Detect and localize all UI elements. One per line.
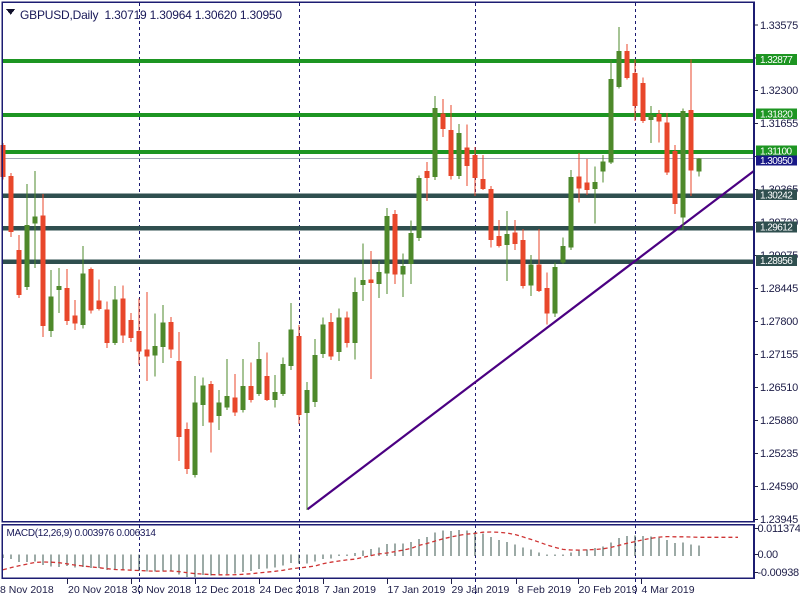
svg-text:20 Nov 2018: 20 Nov 2018 xyxy=(68,584,128,596)
svg-text:1.32300: 1.32300 xyxy=(760,85,798,97)
svg-text:1.31655: 1.31655 xyxy=(760,118,798,130)
svg-text:-0.00938: -0.00938 xyxy=(758,567,800,579)
svg-text:GBPUSD,Daily 1.30719 1.30964: GBPUSD,Daily 1.30719 1.30964 1.30620 1.3… xyxy=(20,8,282,22)
svg-text:17 Jan 2019: 17 Jan 2019 xyxy=(388,584,446,596)
svg-text:1.25880: 1.25880 xyxy=(760,415,798,427)
svg-text:20 Feb 2019: 20 Feb 2019 xyxy=(579,584,638,596)
svg-text:0.00: 0.00 xyxy=(758,549,779,561)
svg-text:1.30950: 1.30950 xyxy=(760,156,793,167)
svg-text:1.30242: 1.30242 xyxy=(760,190,793,201)
svg-text:1.25235: 1.25235 xyxy=(760,448,798,460)
svg-text:8 Nov 2018: 8 Nov 2018 xyxy=(0,584,54,596)
svg-text:24 Dec 2018: 24 Dec 2018 xyxy=(260,584,320,596)
svg-text:MACD(12,26,9) 0.003976 0.00631: MACD(12,26,9) 0.003976 0.006314 xyxy=(7,528,157,539)
svg-text:4 Mar 2019: 4 Mar 2019 xyxy=(642,584,695,596)
svg-text:1.28445: 1.28445 xyxy=(760,283,798,295)
svg-text:1.24590: 1.24590 xyxy=(760,481,798,493)
svg-text:1.29612: 1.29612 xyxy=(760,223,793,234)
svg-text:1.23945: 1.23945 xyxy=(760,514,798,526)
svg-text:12 Dec 2018: 12 Dec 2018 xyxy=(196,584,256,596)
svg-text:8 Feb 2019: 8 Feb 2019 xyxy=(518,584,571,596)
svg-text:1.31100: 1.31100 xyxy=(760,146,793,157)
svg-text:1.27800: 1.27800 xyxy=(760,316,798,328)
svg-text:0.011374: 0.011374 xyxy=(758,523,800,535)
svg-text:1.26510: 1.26510 xyxy=(760,382,798,394)
svg-text:1.31820: 1.31820 xyxy=(760,109,793,120)
svg-text:1.32877: 1.32877 xyxy=(760,55,793,66)
svg-text:30 Nov 2018: 30 Nov 2018 xyxy=(132,584,192,596)
svg-text:1.33575: 1.33575 xyxy=(760,20,798,32)
svg-text:29 Jan 2019: 29 Jan 2019 xyxy=(452,584,510,596)
svg-text:1.28956: 1.28956 xyxy=(760,256,793,267)
svg-text:1.27155: 1.27155 xyxy=(760,349,798,361)
svg-text:7 Jan 2019: 7 Jan 2019 xyxy=(324,584,376,596)
